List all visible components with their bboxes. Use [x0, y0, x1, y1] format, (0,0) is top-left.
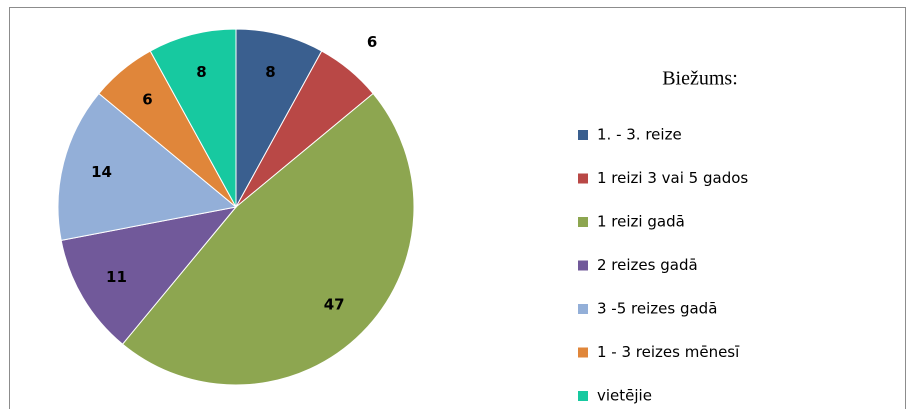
legend-swatch: [578, 130, 588, 140]
legend-swatch: [578, 260, 588, 271]
legend-swatch: [578, 391, 588, 401]
legend-label: 2 reizes gadā: [597, 256, 698, 274]
pie-slice: [149, 28, 237, 208]
legend-swatch: [578, 304, 588, 314]
data-label: 6: [142, 91, 152, 109]
legend-label: 1 reizi gadā: [597, 213, 685, 231]
pie-slice: [121, 92, 415, 386]
data-label: 47: [324, 296, 345, 314]
pie-slice: [60, 206, 238, 345]
data-label: 8: [196, 63, 206, 81]
legend-label: 1 - 3 reizes mēnesī: [597, 343, 740, 361]
legend-title: Biežums:: [662, 68, 738, 90]
legend-swatch: [578, 173, 588, 184]
data-label: 6: [367, 33, 377, 51]
legend-swatch: [578, 217, 588, 227]
legend-label: 1. - 3. reize: [597, 126, 682, 144]
data-label: 11: [106, 268, 127, 286]
pie-slice: [235, 28, 323, 208]
legend-label: vietējie: [597, 387, 652, 405]
data-label: 14: [91, 163, 112, 181]
data-label: 8: [265, 63, 275, 81]
legend-label: 3 -5 reizes gadā: [597, 300, 717, 318]
pie-slice: [57, 92, 238, 241]
legend-swatch: [578, 347, 588, 358]
legend-label: 1 reizi 3 vai 5 gados: [597, 169, 748, 187]
chart-frame: [9, 7, 906, 409]
